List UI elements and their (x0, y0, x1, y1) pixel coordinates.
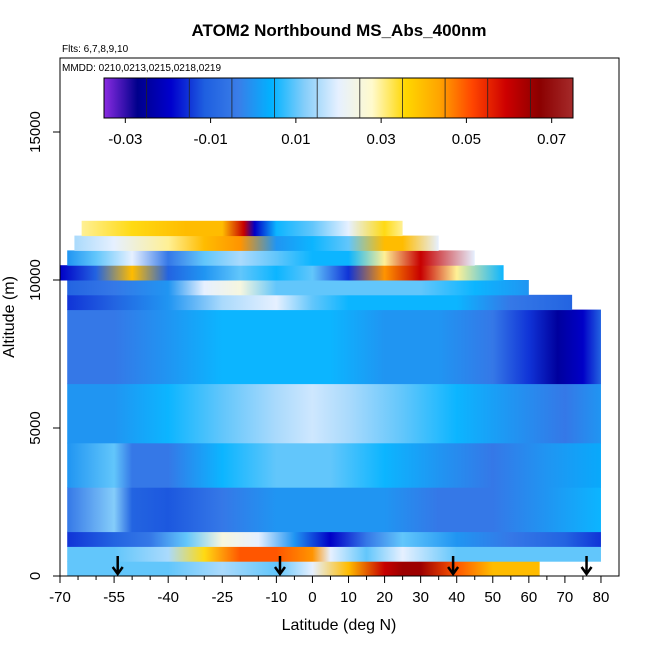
colorbar-rect (103, 77, 574, 119)
colorbar-tick-label: 0.05 (452, 131, 481, 148)
down-arrow-icon (447, 556, 460, 577)
mmdd-annotation: MMDD: 0210,0213,0215,0218,0219 (62, 63, 221, 74)
heatmap-band (67, 546, 601, 562)
heatmap-band (67, 487, 601, 533)
heatmap-bands (60, 220, 601, 576)
chart-subtitle: Flts: 6,7,8,9,10 (62, 44, 129, 55)
down-arrow-icon (111, 556, 124, 577)
x-tick-label: 80 (593, 589, 610, 606)
plot-area: MMDD: 0210,0213,0215,0218,0219 (59, 57, 620, 577)
x-tick-label: -40 (157, 589, 179, 606)
heatmap-band (67, 531, 601, 547)
colorbar-tick-label: 0.01 (281, 131, 310, 148)
y-tick-label: 5000 (27, 411, 44, 444)
heatmap-band (67, 383, 601, 444)
y-tick-label: 0 (27, 572, 44, 580)
chart-title: ATOM2 Northbound MS_Abs_400nm (191, 21, 486, 40)
y-tick-label: 15000 (27, 111, 44, 153)
colorbar-tick-label: 0.03 (367, 131, 396, 148)
heatmap-band (67, 309, 601, 385)
x-tick-label: 40 (448, 589, 465, 606)
down-arrow-icon (580, 556, 593, 577)
x-tick-label: 30 (412, 589, 429, 606)
profile-arrows (111, 556, 593, 577)
x-tick-label: 10 (340, 589, 357, 606)
heatmap-band (60, 265, 504, 281)
heatmap-band (67, 561, 540, 576)
x-tick-label: 50 (484, 589, 501, 606)
x-tick-label: -25 (211, 589, 233, 606)
x-tick-label: 0 (308, 589, 316, 606)
heatmap-band (67, 442, 601, 488)
x-axis-label: Latitude (deg N) (282, 617, 397, 634)
colorbar-tick-label: -0.01 (193, 131, 227, 148)
x-tick-label: -10 (266, 589, 288, 606)
colorbar: -0.03 -0.01 0.01 0.03 0.05 0.07 (103, 77, 574, 148)
y-axis: 0 5000 10000 15000 (27, 111, 61, 580)
down-arrow-icon (273, 556, 287, 577)
heatmap-band (74, 235, 439, 251)
heatmap-band (81, 220, 403, 237)
x-axis: -70 -55 -40 -25 -10 0 10 20 30 40 50 60 70 80 (49, 575, 610, 606)
colorbar-tick-label: 0.07 (537, 131, 566, 148)
y-axis-label: Altitude (m) (1, 276, 18, 358)
heatmap-band (67, 280, 529, 296)
heatmap-band (67, 250, 475, 266)
x-tick-label: 60 (520, 589, 537, 606)
x-tick-label: 20 (376, 589, 393, 606)
x-tick-label: -55 (103, 589, 125, 606)
colorbar-tick-label: -0.03 (108, 131, 142, 148)
x-tick-label: -70 (49, 589, 71, 606)
y-tick-label: 10000 (27, 259, 44, 301)
x-tick-label: 70 (557, 589, 574, 606)
heatmap-band (67, 294, 573, 311)
